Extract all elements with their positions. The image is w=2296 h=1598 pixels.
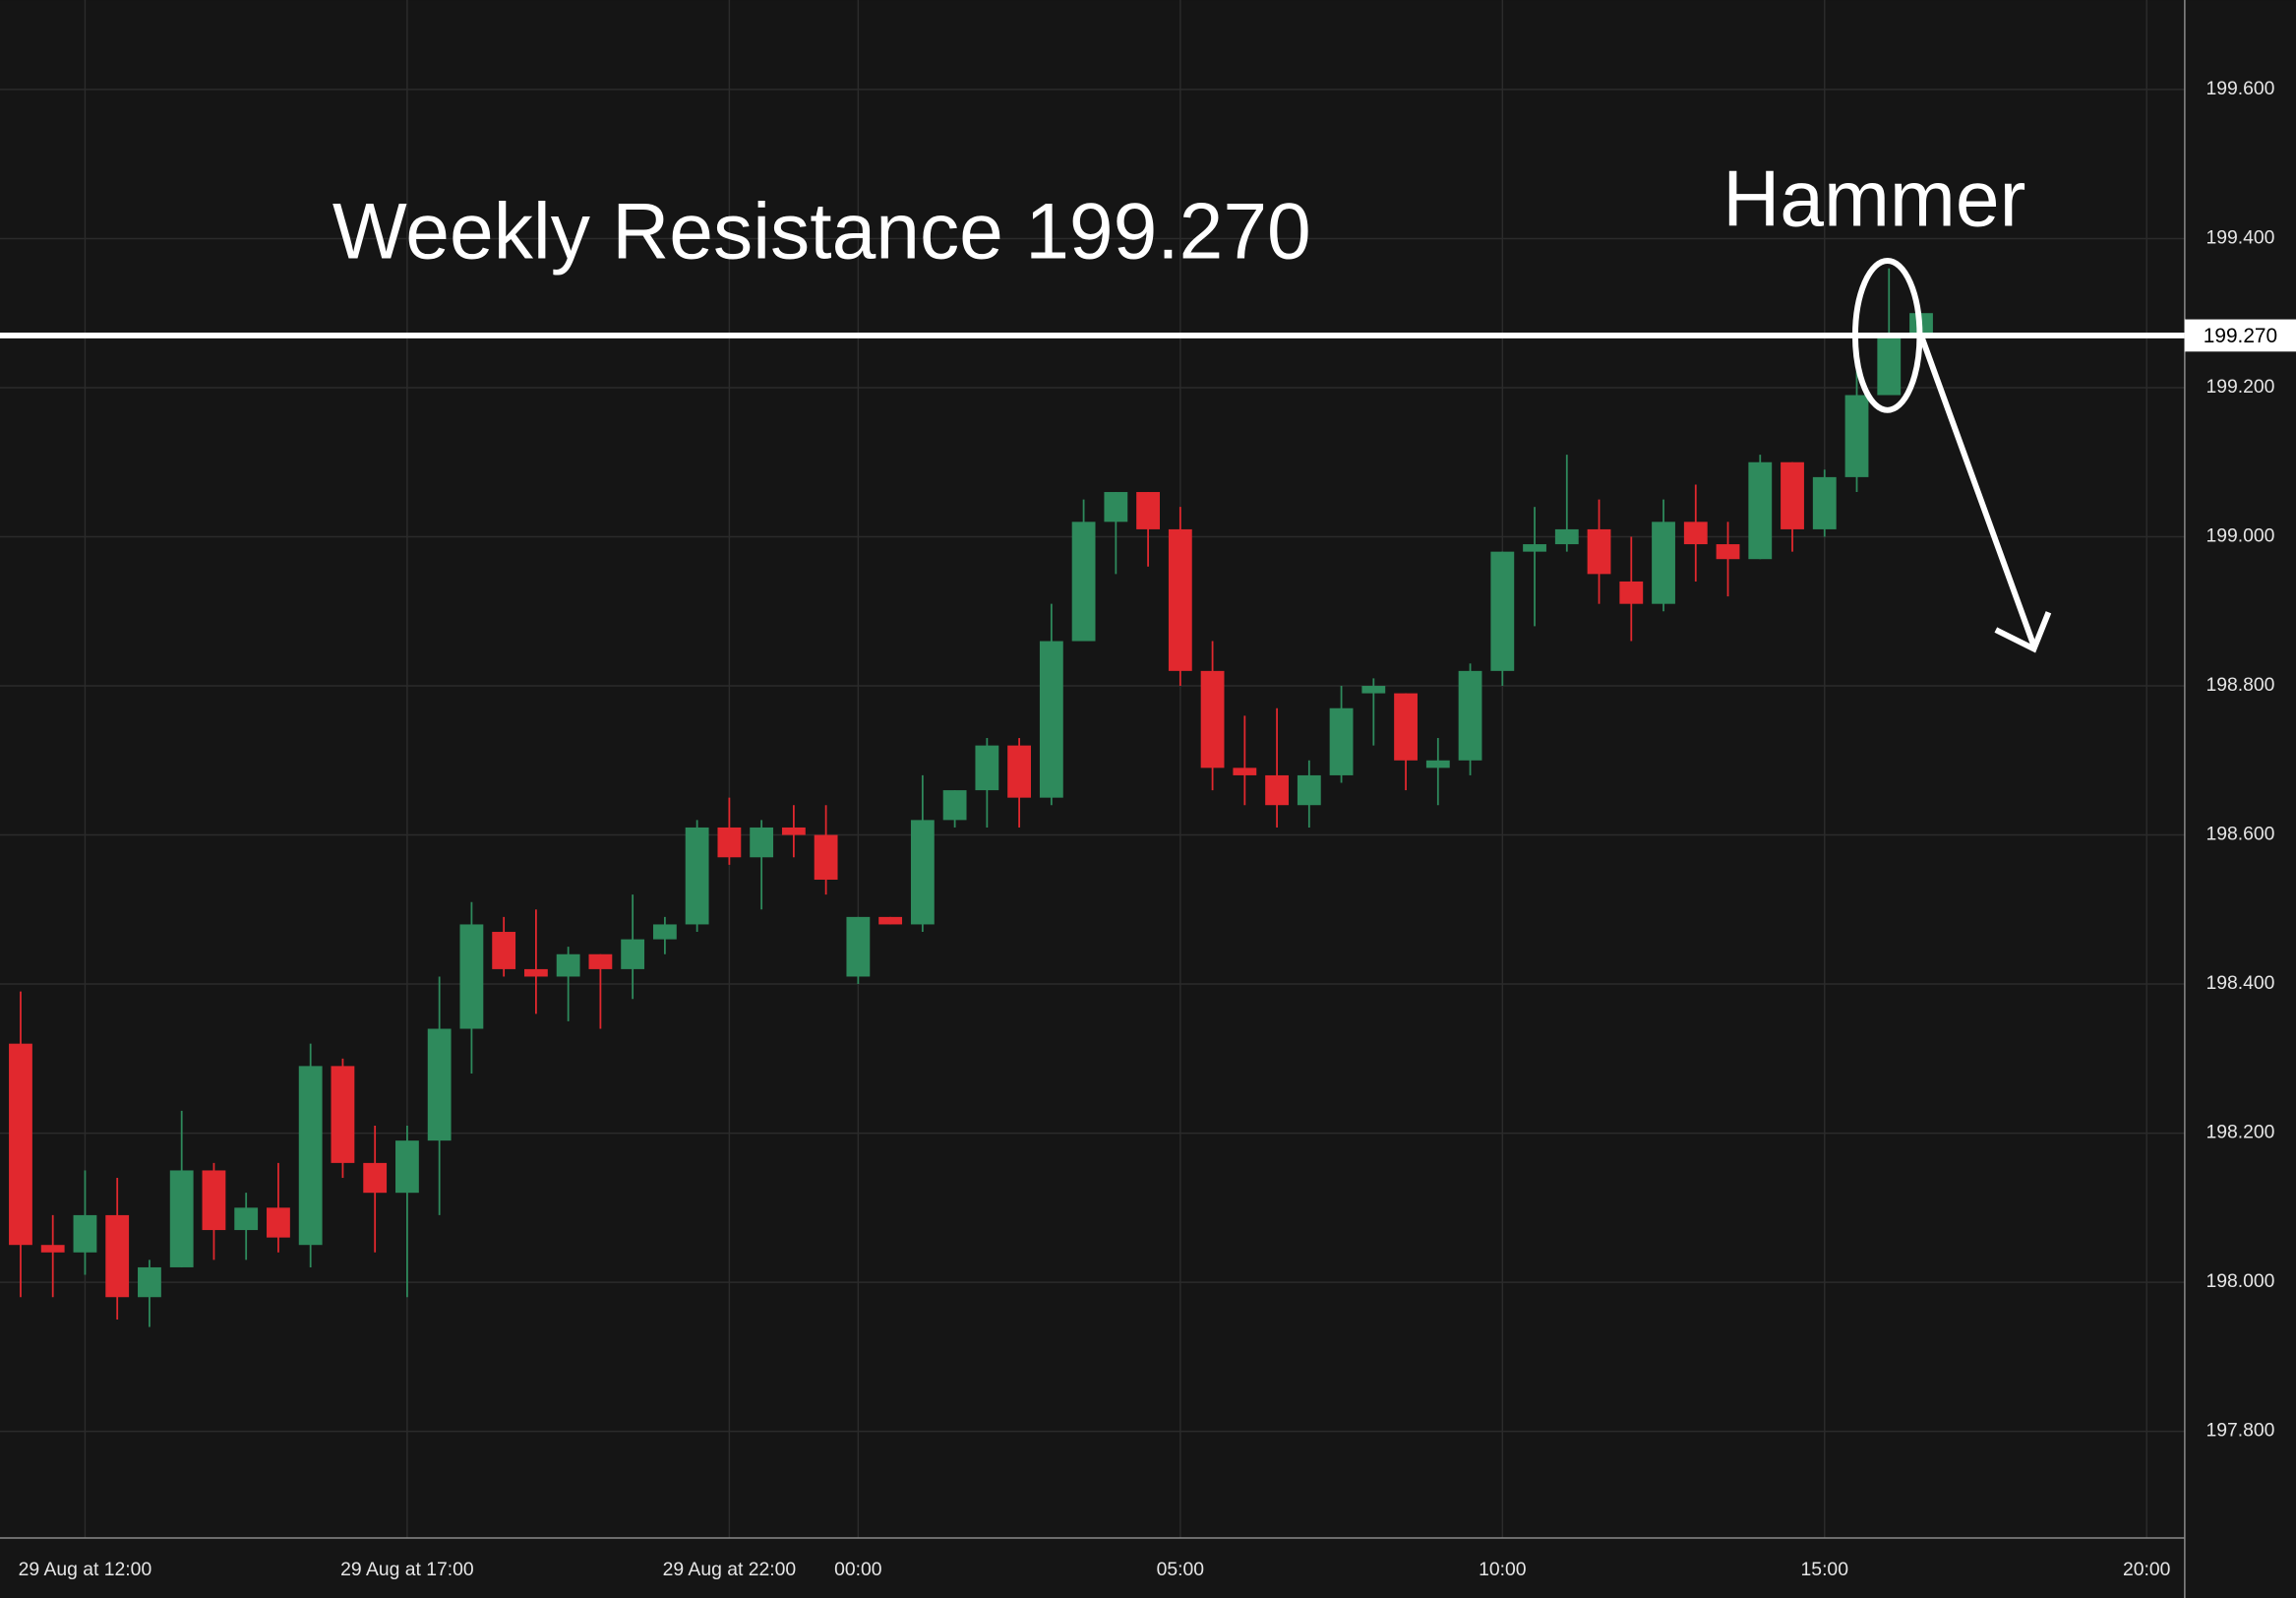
hammer-circle bbox=[1851, 257, 1923, 413]
candle-body bbox=[1523, 544, 1546, 552]
candle-body bbox=[1168, 528, 1192, 671]
candle-body bbox=[1587, 528, 1611, 575]
candle-body bbox=[73, 1214, 97, 1253]
candle-body bbox=[1490, 551, 1515, 671]
candle-body bbox=[1877, 335, 1902, 396]
candle-body bbox=[1619, 581, 1644, 604]
candle-body bbox=[556, 953, 580, 977]
y-tick-label: 198.000 bbox=[2205, 1270, 2274, 1292]
x-tick-label: 20:00 bbox=[2123, 1559, 2170, 1580]
candle-body bbox=[717, 827, 742, 858]
candle-body bbox=[781, 827, 806, 835]
candle-body bbox=[1007, 745, 1032, 798]
candles bbox=[9, 268, 1933, 1327]
candle-body bbox=[298, 1066, 323, 1246]
y-tick-label: 198.400 bbox=[2205, 972, 2274, 994]
annotations: Weekly Resistance 199.270 Hammer bbox=[332, 155, 2052, 653]
candle-body bbox=[1683, 522, 1708, 545]
candle-body bbox=[814, 834, 838, 880]
candle-body bbox=[1781, 461, 1804, 529]
candle-body bbox=[1104, 492, 1128, 522]
candle-body bbox=[202, 1170, 226, 1231]
y-tick-label: 198.800 bbox=[2205, 674, 2274, 696]
candle-body bbox=[234, 1207, 259, 1231]
candle-body bbox=[846, 916, 871, 977]
y-tick-label: 199.000 bbox=[2205, 525, 2274, 547]
candle-body bbox=[1554, 528, 1579, 545]
candle-body bbox=[105, 1214, 130, 1298]
candle-body bbox=[169, 1170, 194, 1267]
candle-body bbox=[138, 1266, 161, 1298]
candle-body bbox=[1716, 544, 1740, 560]
y-tick-label: 198.200 bbox=[2205, 1122, 2274, 1143]
arrow-head bbox=[1994, 611, 2052, 653]
x-tick-label: 29 Aug at 17:00 bbox=[340, 1559, 474, 1580]
candle-body bbox=[1812, 476, 1837, 529]
candle-body bbox=[395, 1140, 419, 1194]
candle-body bbox=[1039, 641, 1063, 798]
y-tick-label: 199.600 bbox=[2205, 78, 2274, 99]
candle-body bbox=[652, 924, 677, 940]
x-tick-label: 05:00 bbox=[1157, 1559, 1204, 1580]
grid bbox=[0, 0, 2185, 1538]
resistance-label: 199.270 bbox=[2204, 325, 2277, 347]
y-tick-label: 197.800 bbox=[2205, 1420, 2274, 1442]
resistance-label-box bbox=[2184, 319, 2296, 352]
y-tick-label: 198.600 bbox=[2205, 824, 2274, 845]
candle-body bbox=[878, 916, 903, 925]
y-tick-label: 199.200 bbox=[2205, 376, 2274, 398]
candle-body bbox=[1394, 693, 1418, 761]
annotation: Weekly Resistance 199.270 bbox=[332, 187, 1311, 276]
candle-body bbox=[1297, 774, 1321, 806]
candle-body bbox=[331, 1066, 355, 1163]
candle-body bbox=[750, 827, 774, 858]
candle-body bbox=[9, 1043, 32, 1246]
candle-body bbox=[267, 1207, 290, 1238]
candle-body bbox=[1200, 670, 1225, 768]
candle-body bbox=[1458, 670, 1482, 761]
candle-body bbox=[685, 827, 709, 925]
x-tick-label: 00:00 bbox=[834, 1559, 881, 1580]
candle-body bbox=[1844, 395, 1869, 477]
x-tick-label: 29 Aug at 22:00 bbox=[663, 1559, 797, 1580]
candle-body bbox=[1136, 492, 1160, 529]
candle-body bbox=[1329, 707, 1354, 775]
candle-body bbox=[588, 953, 613, 969]
candle-body bbox=[1233, 768, 1257, 775]
candle-body bbox=[523, 968, 548, 977]
candle-body bbox=[910, 820, 935, 925]
candle-body bbox=[1748, 461, 1773, 560]
arrow-shaft bbox=[1918, 334, 2037, 647]
candle-body bbox=[1425, 760, 1450, 768]
annotation: Hammer bbox=[1722, 155, 2025, 244]
candle-body bbox=[975, 745, 999, 791]
x-tick-label: 15:00 bbox=[1801, 1559, 1848, 1580]
candle-body bbox=[363, 1162, 388, 1194]
y-tick-label: 199.400 bbox=[2205, 227, 2274, 249]
candle-body bbox=[492, 932, 516, 969]
candle-body bbox=[1652, 522, 1675, 604]
x-tick-label: 29 Aug at 12:00 bbox=[19, 1559, 152, 1580]
candle-body bbox=[942, 790, 967, 821]
candle-body bbox=[459, 924, 484, 1029]
candle-body bbox=[1361, 686, 1386, 694]
candle-body bbox=[1071, 522, 1096, 642]
candle-body bbox=[427, 1028, 452, 1141]
candle-body bbox=[621, 939, 645, 969]
x-tick-label: 10:00 bbox=[1479, 1559, 1526, 1580]
candle-body bbox=[1265, 774, 1289, 806]
candle-body bbox=[40, 1245, 65, 1253]
